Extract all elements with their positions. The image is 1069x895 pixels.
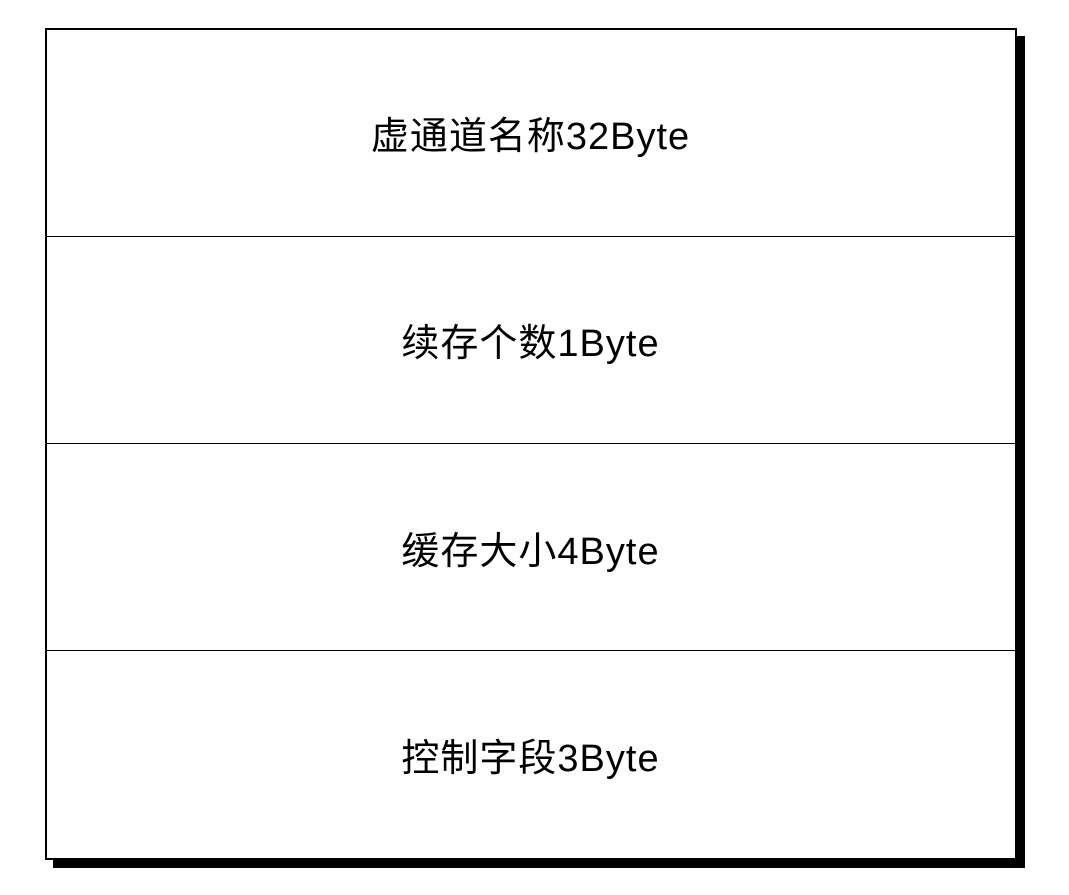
diagram-container: 虚通道名称32Byte 续存个数1Byte 缓存大小4Byte 控制字段3Byt… — [45, 28, 1025, 868]
table-row: 控制字段3Byte — [47, 651, 1015, 857]
table-row: 虚通道名称32Byte — [47, 30, 1015, 237]
table-row: 续存个数1Byte — [47, 237, 1015, 444]
row-label: 缓存大小4Byte — [401, 520, 659, 575]
table-row: 缓存大小4Byte — [47, 444, 1015, 651]
row-label: 续存个数1Byte — [401, 312, 659, 367]
row-label: 控制字段3Byte — [401, 727, 659, 782]
structure-table: 虚通道名称32Byte 续存个数1Byte 缓存大小4Byte 控制字段3Byt… — [45, 28, 1017, 860]
row-label: 虚通道名称32Byte — [371, 105, 690, 160]
